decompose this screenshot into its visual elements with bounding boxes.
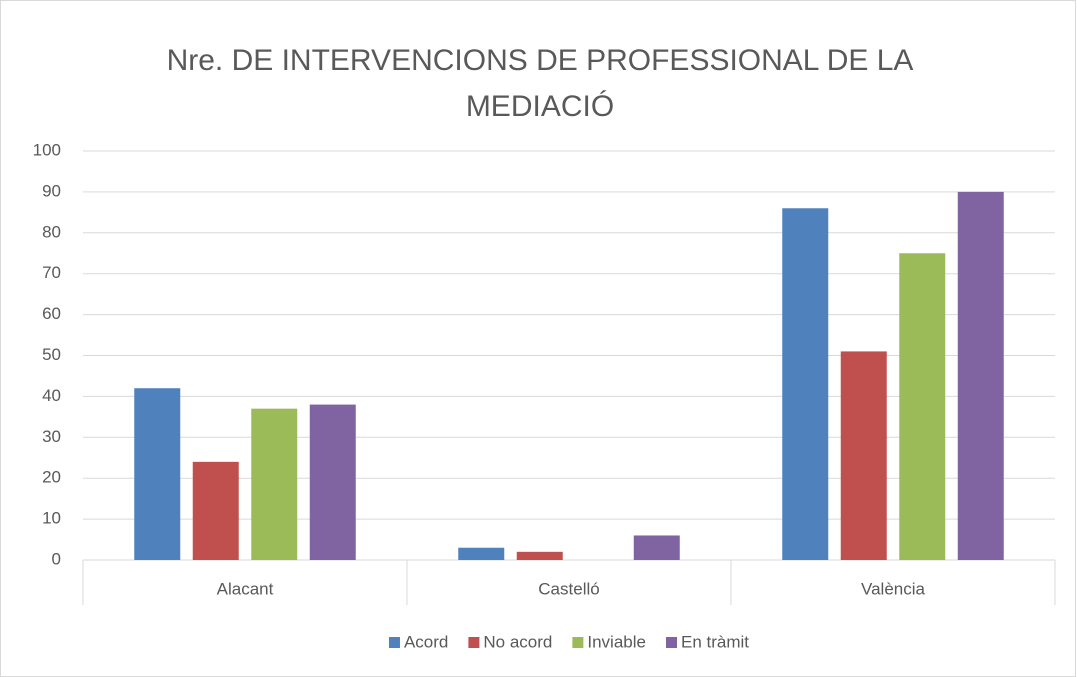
- bar: [134, 388, 181, 560]
- bar: [309, 404, 356, 560]
- y-tick-label: 90: [42, 181, 61, 200]
- x-tick-label: Alacant: [217, 579, 274, 598]
- bar: [957, 191, 1004, 560]
- y-tick-label: 60: [42, 304, 61, 323]
- y-tick-label: 80: [42, 222, 61, 241]
- bar: [458, 547, 505, 560]
- legend-swatch: [572, 637, 584, 648]
- y-tick-label: 10: [42, 509, 61, 528]
- y-tick-label: 20: [42, 468, 61, 487]
- legend-label: No acord: [483, 632, 552, 651]
- bar: [251, 408, 298, 560]
- chart-title: Nre. DE INTERVENCIONS DE PROFESSIONAL DE…: [166, 44, 914, 123]
- y-tick-label: 30: [42, 427, 61, 446]
- bar: [782, 208, 829, 560]
- legend-label: En tràmit: [681, 632, 749, 651]
- y-tick-label: 50: [42, 345, 61, 364]
- x-tick-label: València: [861, 579, 925, 598]
- bar: [633, 535, 680, 560]
- legend-label: Acord: [404, 632, 448, 651]
- legend-label: Inviable: [587, 632, 646, 651]
- bar: [516, 551, 563, 560]
- legend-swatch: [468, 637, 480, 648]
- y-tick-label: 0: [52, 549, 61, 568]
- x-tick-label: Castelló: [538, 579, 599, 598]
- legend-swatch: [388, 637, 400, 648]
- bar: [899, 253, 946, 560]
- legend-swatch: [665, 637, 677, 648]
- y-tick-label: 100: [33, 140, 61, 159]
- bar: [840, 351, 887, 560]
- bar: [192, 461, 239, 560]
- y-tick-label: 70: [42, 263, 61, 282]
- y-tick-label: 40: [42, 386, 61, 405]
